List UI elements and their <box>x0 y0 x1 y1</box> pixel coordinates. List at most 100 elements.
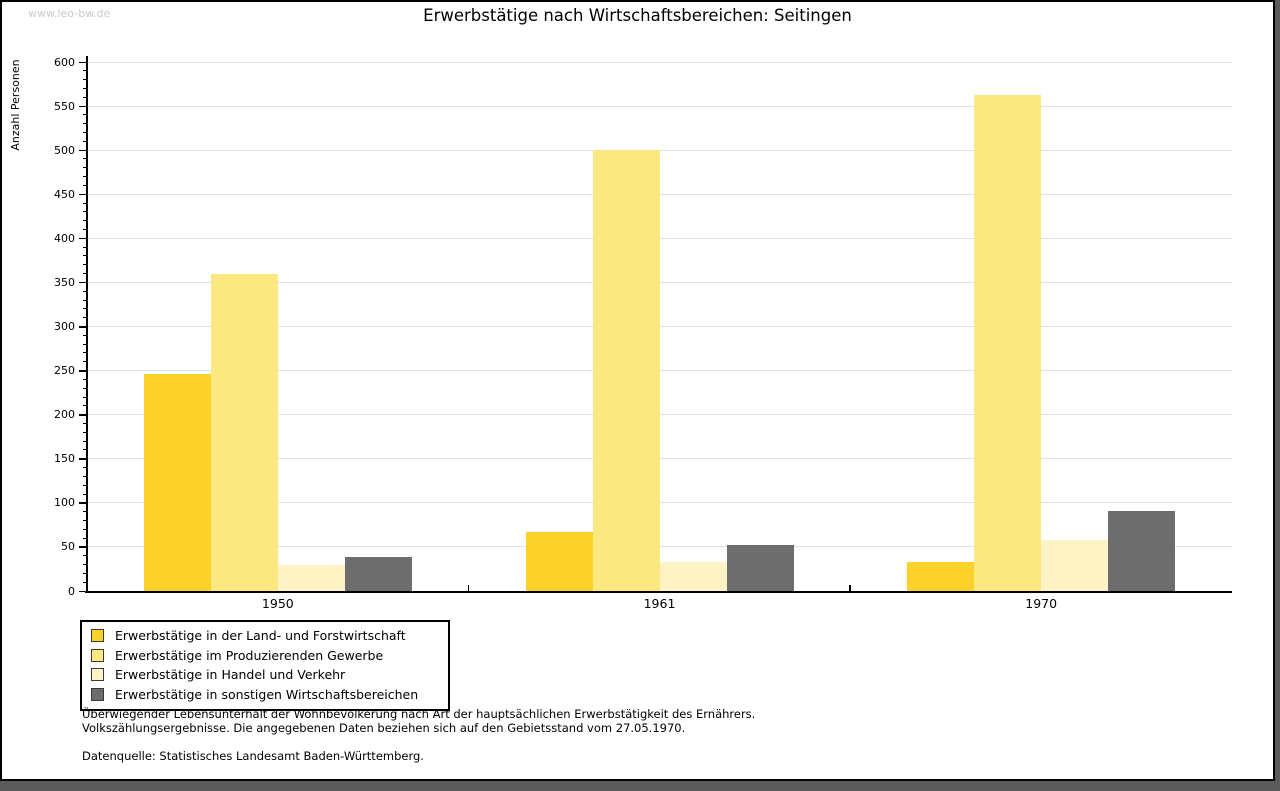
gridline <box>87 281 1232 283</box>
y-axis-line <box>86 56 88 593</box>
y-axis-major-tick <box>79 458 87 460</box>
y-axis-minor-tick <box>83 467 87 469</box>
y-axis-minor-tick <box>83 519 87 521</box>
bar-1950-series-3 <box>277 565 345 591</box>
y-axis-minor-tick <box>83 290 87 292</box>
y-axis-minor-tick <box>83 396 87 398</box>
legend-swatch <box>91 687 104 701</box>
y-axis-minor-tick <box>83 167 87 169</box>
bar-1970-series-4 <box>1108 510 1176 591</box>
legend-label: Erwerbstätige in der Land- und Forstwirt… <box>115 628 406 644</box>
x-axis-label: 1970 <box>1025 596 1058 611</box>
y-axis-minor-tick <box>83 87 87 89</box>
y-axis-tick-label: 150 <box>54 452 75 466</box>
legend-swatch <box>91 648 104 662</box>
y-axis-minor-tick <box>83 537 87 539</box>
gridline <box>87 193 1232 195</box>
y-axis-minor-tick <box>83 449 87 451</box>
gridline <box>87 105 1232 107</box>
y-axis-minor-tick <box>83 343 87 345</box>
y-axis-major-tick <box>79 105 87 108</box>
y-axis-major-tick <box>79 502 87 504</box>
y-axis-minor-tick <box>83 132 87 134</box>
y-axis-minor-tick <box>83 511 87 513</box>
bar-1961-series-2 <box>592 150 660 591</box>
y-axis-tick-label: 400 <box>54 231 75 245</box>
y-axis-minor-tick <box>83 581 87 583</box>
legend-item: Erwerbstätige in sonstigen Wirtschaftsbe… <box>82 685 448 705</box>
data-source: Datenquelle: Statistisches Landesamt Bad… <box>82 749 424 763</box>
y-axis-minor-tick <box>83 405 87 407</box>
gridline <box>87 149 1232 151</box>
gridline <box>87 370 1232 372</box>
x-axis-tick <box>467 585 470 591</box>
legend-item: Erwerbstätige in Handel und Verkehr <box>82 665 448 685</box>
y-axis-minor-tick <box>83 158 87 160</box>
y-axis-tick-label: 500 <box>54 143 75 157</box>
y-axis-minor-tick <box>83 202 87 204</box>
legend-label: Erwerbstätige in Handel und Verkehr <box>115 667 346 683</box>
y-axis-minor-tick <box>83 572 87 574</box>
y-axis-minor-tick <box>83 79 87 81</box>
x-axis-label: 1950 <box>261 596 294 611</box>
y-axis-minor-tick <box>83 493 87 495</box>
y-axis-minor-tick <box>83 211 87 213</box>
y-axis-tick-label: 100 <box>54 496 75 510</box>
x-axis-tick <box>849 585 851 591</box>
legend-item: Erwerbstätige in der Land- und Forstwirt… <box>82 626 448 646</box>
y-axis-tick-label: 450 <box>54 187 75 201</box>
y-axis-major-tick <box>79 590 87 592</box>
y-axis-major-tick <box>79 61 87 63</box>
gridline <box>87 326 1232 327</box>
y-axis-major-tick <box>79 237 87 240</box>
footnote-line-2: Volkszählungsergebnisse. Die angegebenen… <box>82 720 686 735</box>
y-axis-minor-tick <box>83 475 87 477</box>
y-axis-minor-tick <box>83 361 87 363</box>
y-axis-tick-label: 0 <box>68 584 75 598</box>
y-axis-major-tick <box>79 281 87 284</box>
y-axis-minor-tick <box>83 422 87 424</box>
legend-label: Erwerbstätige in sonstigen Wirtschaftsbe… <box>115 686 419 702</box>
y-axis-minor-tick <box>83 273 87 275</box>
bar-1950-series-2 <box>210 273 278 591</box>
footnote-line-1: Überwiegender Lebensunterhalt der Wohnbe… <box>82 707 756 721</box>
bar-1950-series-1 <box>143 374 211 591</box>
y-axis-minor-tick <box>83 123 87 125</box>
bar-1961-series-4 <box>726 545 794 591</box>
y-axis-minor-tick <box>83 70 87 72</box>
bar-1970-series-2 <box>974 94 1042 591</box>
y-axis-minor-tick <box>83 299 87 301</box>
gridline <box>87 502 1232 504</box>
y-axis-minor-tick <box>83 176 87 178</box>
y-axis-minor-tick <box>83 184 87 186</box>
y-axis-minor-tick <box>83 140 87 142</box>
y-axis-minor-tick <box>83 484 87 486</box>
y-axis-tick-label: 550 <box>54 99 75 113</box>
bar-1950-series-4 <box>344 557 412 591</box>
bar-1961-series-3 <box>659 561 727 591</box>
y-axis-tick-label: 300 <box>54 320 75 333</box>
y-axis-minor-tick <box>83 387 87 389</box>
watermark: www.leo-bw.de <box>28 7 111 20</box>
y-axis-minor-tick <box>83 440 87 442</box>
gridline <box>87 61 1232 63</box>
bar-1970-series-3 <box>1041 539 1109 591</box>
y-axis-minor-tick <box>83 264 87 266</box>
legend-item: Erwerbstätige im Produzierenden Gewerbe <box>82 646 448 666</box>
x-axis-line <box>85 591 1232 593</box>
y-axis-minor-tick <box>83 317 87 319</box>
y-axis-tick-label: 600 <box>54 55 75 69</box>
plot-area: 0 50 100 150 200 250 300 350 400 450 500 550 600 1950… <box>2 2 1273 779</box>
y-axis-minor-tick <box>83 352 87 354</box>
y-axis-tick-label: 350 <box>54 275 75 289</box>
y-axis-minor-tick <box>83 528 87 530</box>
y-axis-minor-tick <box>83 564 87 566</box>
footnote: Überwiegender Lebensunterhalt der Wohnbe… <box>82 707 756 764</box>
y-axis-minor-tick <box>83 308 87 310</box>
y-axis-minor-tick <box>83 255 87 257</box>
legend-label: Erwerbstätige im Produzierenden Gewerbe <box>115 647 384 663</box>
y-axis-major-tick <box>79 149 87 152</box>
legend-swatch <box>91 668 104 682</box>
gridline <box>87 546 1232 548</box>
